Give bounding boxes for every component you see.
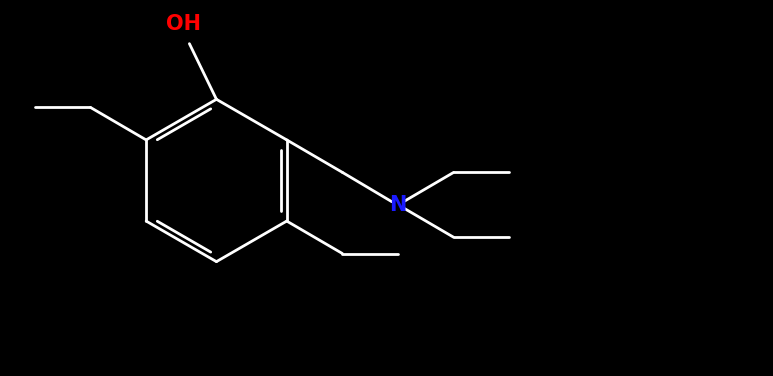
Text: N: N xyxy=(390,195,407,215)
Text: OH: OH xyxy=(165,14,201,34)
